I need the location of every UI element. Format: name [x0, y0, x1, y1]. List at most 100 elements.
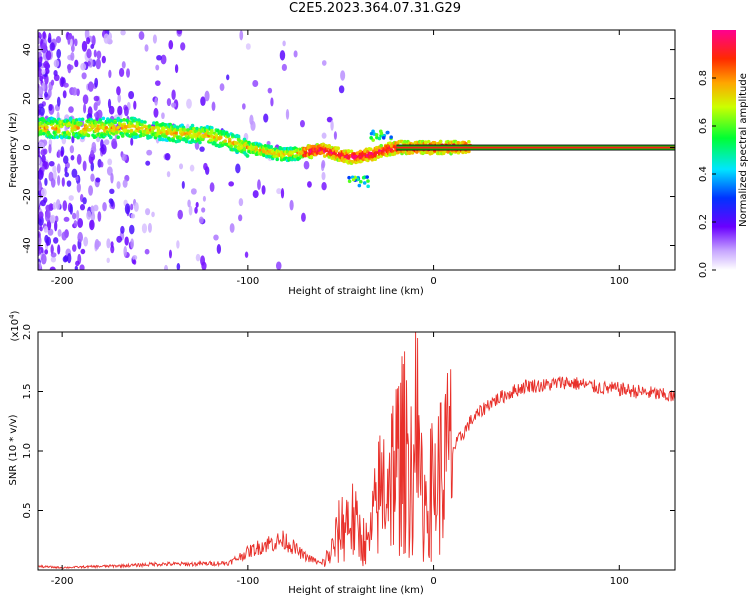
spectrogram-noise-cell	[97, 211, 102, 222]
spectrogram-noise-cell	[81, 72, 87, 80]
spectrogram-ridge-cell	[129, 128, 134, 133]
spectrogram-noise-cell	[55, 199, 61, 210]
spectrogram-noise-cell	[333, 131, 337, 140]
spectrogram-noise-cell	[213, 234, 219, 241]
spectrogram-noise-cell	[68, 195, 74, 201]
spectrogram-noise-cell	[126, 68, 130, 78]
spectrogram-noise-cell	[83, 236, 89, 247]
spectrogram-ridge-cell	[141, 132, 146, 137]
spectrogram-noise-cell	[152, 34, 157, 44]
spectrogram-noise-cell	[70, 155, 75, 161]
spectrogram-ridge-cell	[242, 147, 247, 151]
spectrogram-noise-cell	[76, 210, 80, 221]
page-title: C2E5.2023.364.07.31.G29	[288, 1, 462, 16]
spectrogram-noise-cell	[82, 197, 87, 205]
spectrogram-noise-cell	[44, 249, 49, 255]
spectrogram-noise-cell	[107, 158, 113, 166]
spectrogram-noise-cell	[91, 141, 97, 152]
spectrogram-noise-cell	[67, 253, 72, 264]
spectrogram-ridge-cell	[275, 157, 280, 162]
spectrogram-ridge-cell	[178, 136, 183, 140]
spectrogram-noise-cell	[176, 30, 182, 35]
spectrogram-ridge-cell	[123, 125, 128, 129]
spectrogram-noise-cell	[130, 203, 134, 211]
spectrogram-noise-cell	[44, 91, 49, 98]
spectrogram-noise-cell	[238, 198, 244, 207]
spectrogram-noise-cell	[228, 181, 235, 187]
spectrogram-noise-cell	[257, 179, 261, 191]
spectrogram-ridge-cell	[456, 140, 461, 145]
snr-panel: -200 -100 0 100 0.5 1.0 1.5 2.0 Height of stra…	[8, 310, 676, 596]
spectrogram-noise-cell	[132, 254, 138, 261]
spectrogram-noise-cell	[38, 235, 42, 246]
snr-x-tick-label: 100	[610, 576, 629, 587]
spectrogram-noise-cell	[49, 42, 55, 51]
spectrogram-ridge-cell	[262, 153, 266, 158]
spectrogram-ridge-cell	[278, 146, 282, 151]
spectrogram-noise-cell	[116, 181, 121, 190]
spectrogram-noise-cell	[56, 96, 61, 107]
spectrogram-noise-cell	[130, 238, 135, 249]
spectrogram-ridge-cell	[172, 124, 177, 128]
spectrogram-noise-cell	[111, 140, 118, 150]
spectrogram-noise-cell	[195, 201, 199, 208]
spectrogram-ridge-cell	[163, 134, 168, 139]
spectrogram-ridge-cell	[309, 154, 314, 159]
colorbar-tick-label: 0.4	[698, 166, 709, 182]
spectrogram-ridge-cell	[208, 138, 213, 143]
spectrogram-ridge-cell	[147, 124, 152, 128]
spectrogram-noise-cell	[77, 217, 84, 229]
spectrogram-feature-cell	[362, 181, 367, 185]
snr-x-tick-label: -200	[51, 576, 74, 587]
spectrogram-noise-cell	[61, 177, 65, 187]
spectrogram-noise-cell	[267, 87, 273, 94]
snr-y-label: SNR (10 * v/v)	[8, 414, 19, 485]
spectrogram-noise-cell	[171, 102, 177, 108]
spectrogram-noise-cell	[48, 103, 53, 111]
spectrogram-ridge-cell	[340, 156, 345, 160]
spectrogram-noise-cell	[202, 195, 206, 202]
spectrogram-noise-cell	[145, 208, 151, 216]
spectrogram-ridge-cell	[388, 152, 392, 157]
spectrogram-noise-cell	[66, 180, 72, 187]
spectrogram-noise-cell	[90, 44, 95, 50]
spectrogram-noise-cell	[91, 35, 96, 46]
spectrogram-feature-cell	[374, 132, 379, 137]
spectrogram-noise-cell	[285, 109, 290, 120]
colorbar-tick-label: 0.6	[698, 118, 709, 134]
spectrogram-noise-cell	[117, 93, 121, 103]
snr-x-tick-label: -100	[237, 576, 260, 587]
spectrogram-noise-cell	[132, 259, 137, 265]
spectrogram-ridge-cell	[423, 140, 428, 144]
spectrogram-ridge-cell	[114, 130, 119, 135]
spectrogram-ridge-cell	[294, 154, 299, 158]
spectrogram-ridge-cell	[155, 122, 159, 127]
spectrogram-noise-cell	[45, 50, 52, 61]
spectrogram-noise-cell	[40, 253, 47, 265]
spectrogram-noise-cell	[242, 103, 246, 110]
spectrogram-noise-cell	[71, 212, 77, 220]
spectrogram-noise-cell	[48, 160, 55, 167]
spectrogram-ridge-cell	[227, 137, 232, 142]
spectrogram-ridge-cell	[189, 129, 193, 134]
spectrogram-noise-cell	[200, 255, 206, 266]
spectrogram-noise-cell	[38, 264, 41, 270]
spectrogram-noise-cell	[38, 67, 43, 78]
spectrogram-ridge-cell	[98, 118, 103, 122]
spectrogram-marks	[38, 30, 675, 270]
spectrogram-noise-cell	[141, 223, 148, 234]
spectrogram-noise-cell	[69, 204, 73, 215]
spectrogram-ridge-cell	[290, 151, 294, 155]
spectrogram-noise-cell	[147, 222, 152, 233]
spectrogram-noise-cell	[190, 188, 197, 195]
spectrogram-noise-cell	[60, 150, 64, 157]
spectrogram-ridge-cell	[109, 118, 113, 123]
spectrogram-ridge-cell	[235, 141, 239, 145]
spectrogram-noise-cell	[177, 209, 183, 220]
spectrogram-noise-cell	[168, 249, 172, 259]
spectrogram-noise-cell	[321, 132, 327, 139]
spectrogram-ridge-cell	[134, 135, 138, 139]
spectrogram-ridge-cell	[263, 143, 268, 148]
spectrogram-noise-cell	[89, 220, 94, 229]
spectrogram-noise-cell	[124, 236, 129, 246]
